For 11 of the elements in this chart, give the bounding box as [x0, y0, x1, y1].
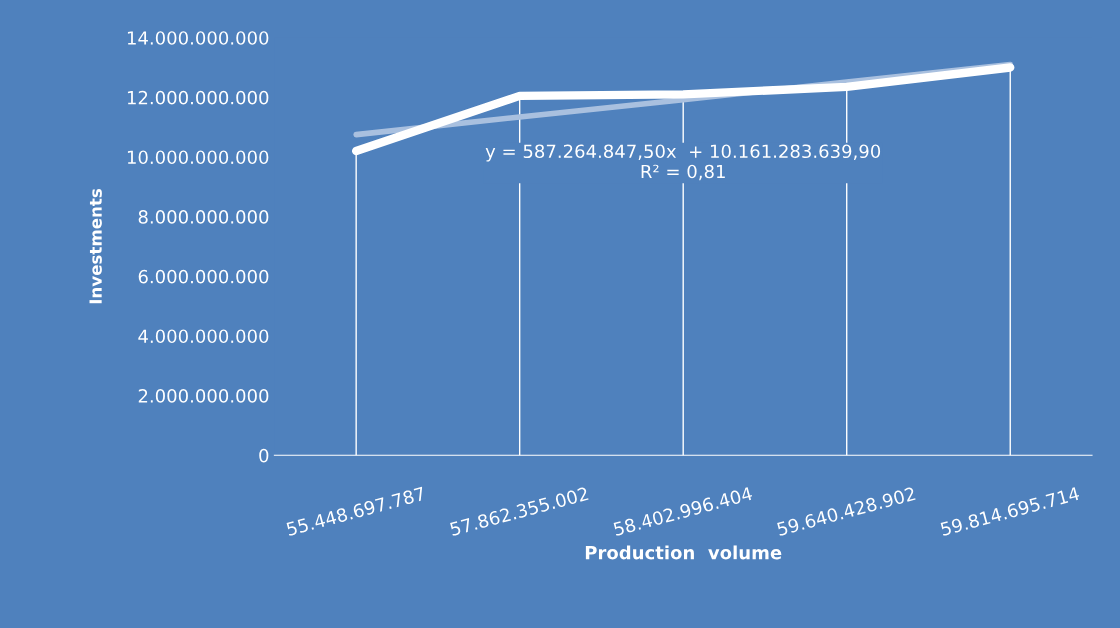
- y-tick-label: 8.000.000.000: [138, 210, 269, 224]
- y-tick-label: 10.000.000.000: [127, 150, 269, 165]
- y-tick-label: 4.000.000.000: [138, 329, 269, 344]
- y-tick-label: 2.000.000.000: [138, 389, 269, 403]
- x-axis-title: Production volume: [585, 545, 782, 560]
- annotation: y = 587.264.847,50x + 10.161.283.639,90 R² = 0,81: [485, 144, 881, 181]
- y-tick-label: 14.000.000.000: [127, 31, 269, 45]
- y-tick-label: 0: [259, 448, 269, 463]
- y-tick-label: 6.000.000.000: [138, 269, 269, 284]
- y-tick-label: 12.000.000.000: [127, 90, 269, 105]
- y-axis-title: Investments: [89, 189, 102, 304]
